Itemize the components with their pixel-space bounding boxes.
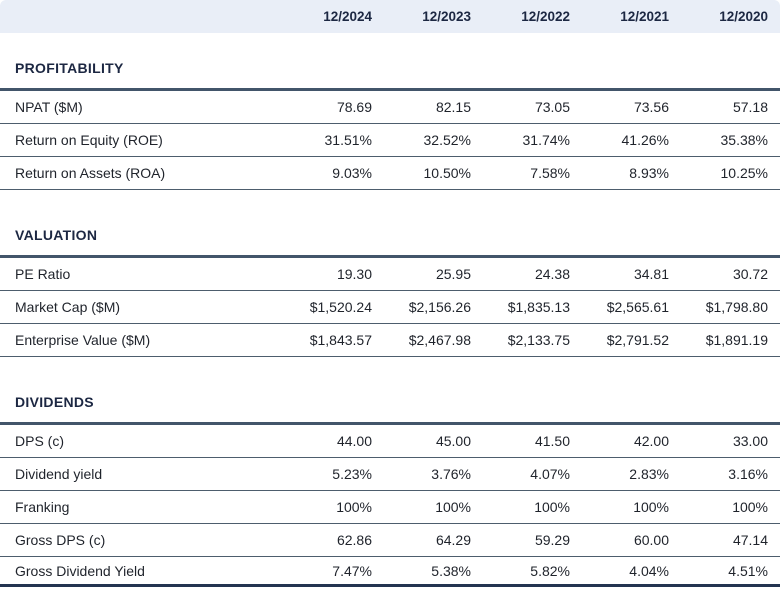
row-value: 45.00 [435,433,471,449]
row-value: 2.83% [629,466,669,482]
row-value: 35.38% [720,132,768,148]
row-value: $1,798.80 [705,299,768,315]
row-value: 4.07% [530,466,570,482]
row-value: 100% [336,499,372,515]
table-row-gross-dividend-yield: Gross Dividend Yield 7.47% 5.38% 5.82% 4… [0,557,780,587]
row-value: 60.00 [633,532,669,548]
row-value: 9.03% [332,165,372,181]
row-value: $1,835.13 [507,299,570,315]
row-label: Gross Dividend Yield [15,562,145,579]
row-value: 41.50 [534,433,570,449]
row-value: 34.81 [633,266,669,282]
row-value: 33.00 [732,433,768,449]
table-row-franking: Franking 100% 100% 100% 100% 100% [0,491,780,524]
section-header-dividends: DIVIDENDS [0,357,780,425]
table-row-roe: Return on Equity (ROE) 31.51% 32.52% 31.… [0,124,780,157]
row-label: Return on Equity (ROE) [15,132,163,148]
column-header-12-2023: 12/2023 [422,9,471,24]
table-row-roa: Return on Assets (ROA) 9.03% 10.50% 7.58… [0,157,780,190]
row-value: 5.23% [332,466,372,482]
row-value: 10.50% [423,165,471,181]
row-value: 47.14 [732,532,768,548]
row-value: 73.56 [633,99,669,115]
row-value: 31.74% [522,132,570,148]
row-value: 41.26% [621,132,669,148]
row-label: Enterprise Value ($M) [15,332,151,348]
row-value: 24.38 [534,266,570,282]
row-value: 7.47% [332,562,372,579]
column-header-12-2022: 12/2022 [521,9,570,24]
column-header-12-2024: 12/2024 [323,9,372,24]
row-value: $2,467.98 [408,332,471,348]
row-label: Franking [15,499,70,515]
row-value: 82.15 [435,99,471,115]
row-label: Gross DPS (c) [15,532,106,548]
row-value: $1,520.24 [309,299,372,315]
row-value: 59.29 [534,532,570,548]
table-row-enterprise-value: Enterprise Value ($M) $1,843.57 $2,467.9… [0,324,780,357]
section-header-profitability: PROFITABILITY [0,33,780,91]
row-value: 7.58% [530,165,570,181]
row-value: 42.00 [633,433,669,449]
row-value: 3.16% [728,466,768,482]
column-header-row: 12/2024 12/2023 12/2022 12/2021 12/2020 [0,0,780,33]
row-value: $1,843.57 [309,332,372,348]
row-value: 100% [435,499,471,515]
row-label: NPAT ($M) [15,99,83,115]
row-label: PE Ratio [15,266,71,282]
table-row-market-cap: Market Cap ($M) $1,520.24 $2,156.26 $1,8… [0,291,780,324]
row-value: 3.76% [431,466,471,482]
row-value: 19.30 [336,266,372,282]
table-row-dividend-yield: Dividend yield 5.23% 3.76% 4.07% 2.83% 3… [0,458,780,491]
row-value: $2,133.75 [507,332,570,348]
row-value: 78.69 [336,99,372,115]
row-value: 5.82% [530,562,570,579]
row-label: Market Cap ($M) [15,299,121,315]
row-value: 4.51% [728,562,768,579]
table-row-npat: NPAT ($M) 78.69 82.15 73.05 73.56 57.18 [0,91,780,124]
row-value: 64.29 [435,532,471,548]
row-value: $2,791.52 [606,332,669,348]
table-row-gross-dps: Gross DPS (c) 62.86 64.29 59.29 60.00 47… [0,524,780,557]
row-value: 32.52% [423,132,471,148]
row-value: $1,891.19 [705,332,768,348]
row-value: 4.04% [629,562,669,579]
row-value: 100% [534,499,570,515]
row-value: 100% [633,499,669,515]
table-row-dps: DPS (c) 44.00 45.00 41.50 42.00 33.00 [0,425,780,458]
row-value: 62.86 [336,532,372,548]
column-header-12-2020: 12/2020 [719,9,768,24]
row-value: 31.51% [324,132,372,148]
row-value: 8.93% [629,165,669,181]
column-header-12-2021: 12/2021 [620,9,669,24]
row-label: DPS (c) [15,433,64,449]
row-value: 57.18 [732,99,768,115]
row-value: 73.05 [534,99,570,115]
row-value: 5.38% [431,562,471,579]
row-label: Dividend yield [15,466,103,482]
row-value: 100% [732,499,768,515]
table-row-pe-ratio: PE Ratio 19.30 25.95 24.38 34.81 30.72 [0,258,780,291]
row-value: 10.25% [720,165,768,181]
row-value: $2,156.26 [408,299,471,315]
row-value: 30.72 [732,266,768,282]
row-value: 25.95 [435,266,471,282]
row-value: 44.00 [336,433,372,449]
row-value: $2,565.61 [606,299,669,315]
section-header-valuation: VALUATION [0,190,780,258]
row-label: Return on Assets (ROA) [15,165,166,181]
